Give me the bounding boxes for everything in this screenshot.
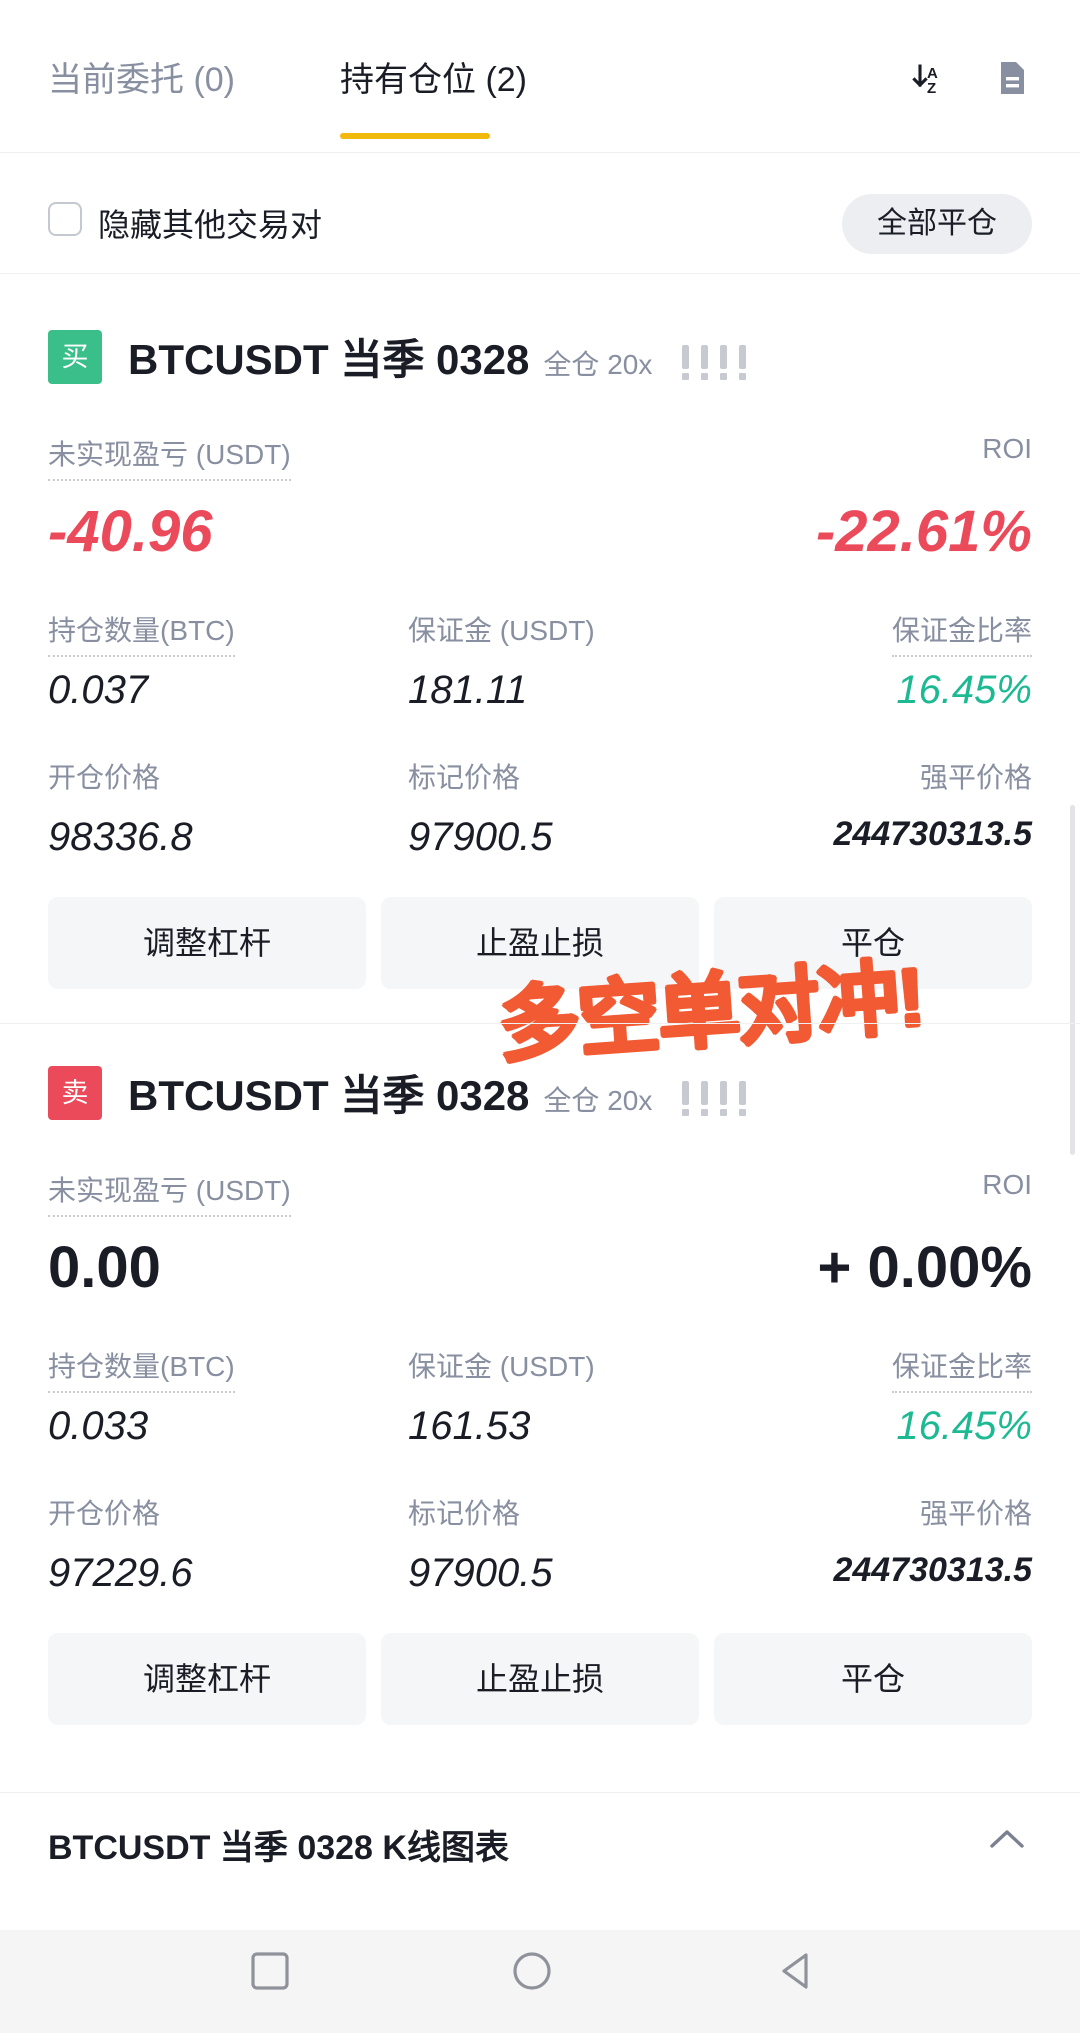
svg-text:Z: Z — [927, 80, 936, 97]
